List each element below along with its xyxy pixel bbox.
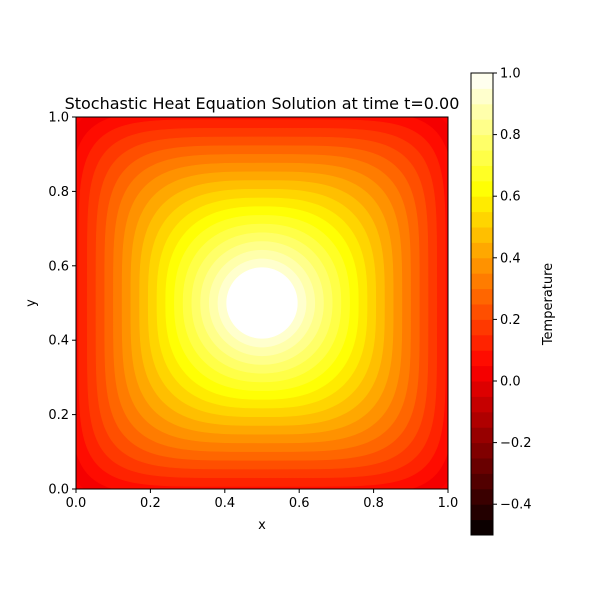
contour-band: [226, 267, 298, 339]
colorbar-tick-label: 1.0: [500, 67, 521, 82]
colorbar-frame: [470, 72, 494, 536]
x-axis: 0.0 0.2 0.4 0.6 0.8 1.0: [66, 489, 459, 511]
colorbar-band: [471, 257, 493, 274]
colorbar-band: [471, 134, 493, 151]
y-axis: 0.0 0.2 0.4 0.6 0.8 1.0: [48, 111, 76, 498]
colorbar-band: [471, 442, 493, 459]
colorbar-band: [471, 334, 493, 351]
plot-area: [75, 116, 449, 490]
y-tick-label: 0.8: [48, 185, 69, 200]
colorbar-tick-label: 0.2: [500, 313, 521, 328]
colorbar-bands: [471, 73, 493, 536]
plot-frame: [75, 116, 449, 490]
colorbar: 1.0 0.8 0.6 0.4 0.2 0.0 −0.2 −0.4 Temperature: [470, 67, 556, 536]
colorbar-band: [471, 427, 493, 444]
colorbar-band: [471, 504, 493, 521]
x-tick-label: 1.0: [438, 496, 459, 511]
colorbar-band: [471, 519, 493, 536]
colorbar-band: [471, 73, 493, 89]
colorbar-band: [471, 288, 493, 305]
colorbar-tick-label: 0.0: [500, 375, 521, 390]
colorbar-band: [471, 411, 493, 428]
colorbar-ticks: 1.0 0.8 0.6 0.4 0.2 0.0 −0.2 −0.4: [493, 67, 532, 513]
x-tick-label: 0.2: [140, 496, 161, 511]
colorbar-band: [471, 119, 493, 136]
x-tick-label: 0.4: [214, 496, 235, 511]
colorbar-tick-label: −0.4: [500, 498, 532, 513]
colorbar-band: [471, 365, 493, 382]
colorbar-tick-label: 0.8: [500, 128, 521, 143]
colorbar-band: [471, 396, 493, 413]
colorbar-tick-label: 0.4: [500, 251, 521, 266]
x-tick-label: 0.0: [66, 496, 87, 511]
colorbar-band: [471, 458, 493, 474]
x-tick-label: 0.8: [363, 496, 384, 511]
y-tick-label: 0.2: [48, 408, 69, 423]
y-axis-label: y: [24, 299, 39, 307]
colorbar-band: [471, 273, 493, 290]
colorbar-band: [471, 242, 493, 259]
chart-title: Stochastic Heat Equation Solution at tim…: [65, 94, 460, 113]
colorbar-band: [471, 150, 493, 166]
x-tick-label: 0.6: [289, 496, 310, 511]
contour-fill: [76, 117, 448, 489]
y-tick-label: 0.6: [48, 259, 69, 274]
colorbar-band: [471, 488, 493, 505]
colorbar-band: [471, 88, 493, 105]
colorbar-band: [471, 350, 493, 367]
colorbar-label: Temperature: [541, 263, 556, 346]
y-tick-label: 0.0: [48, 483, 69, 498]
colorbar-tick-label: 0.6: [500, 190, 521, 205]
colorbar-tick-label: −0.2: [500, 436, 532, 451]
colorbar-band: [471, 196, 493, 213]
colorbar-band: [471, 165, 493, 182]
y-tick-label: 1.0: [48, 111, 69, 126]
colorbar-band: [471, 304, 493, 320]
y-tick-label: 0.4: [48, 334, 69, 349]
colorbar-band: [471, 180, 493, 197]
colorbar-band: [471, 319, 493, 336]
colorbar-band: [471, 381, 493, 397]
colorbar-band: [471, 473, 493, 490]
x-axis-label: x: [258, 518, 266, 533]
colorbar-band: [471, 103, 493, 120]
colorbar-band: [471, 227, 493, 243]
colorbar-band: [471, 211, 493, 228]
